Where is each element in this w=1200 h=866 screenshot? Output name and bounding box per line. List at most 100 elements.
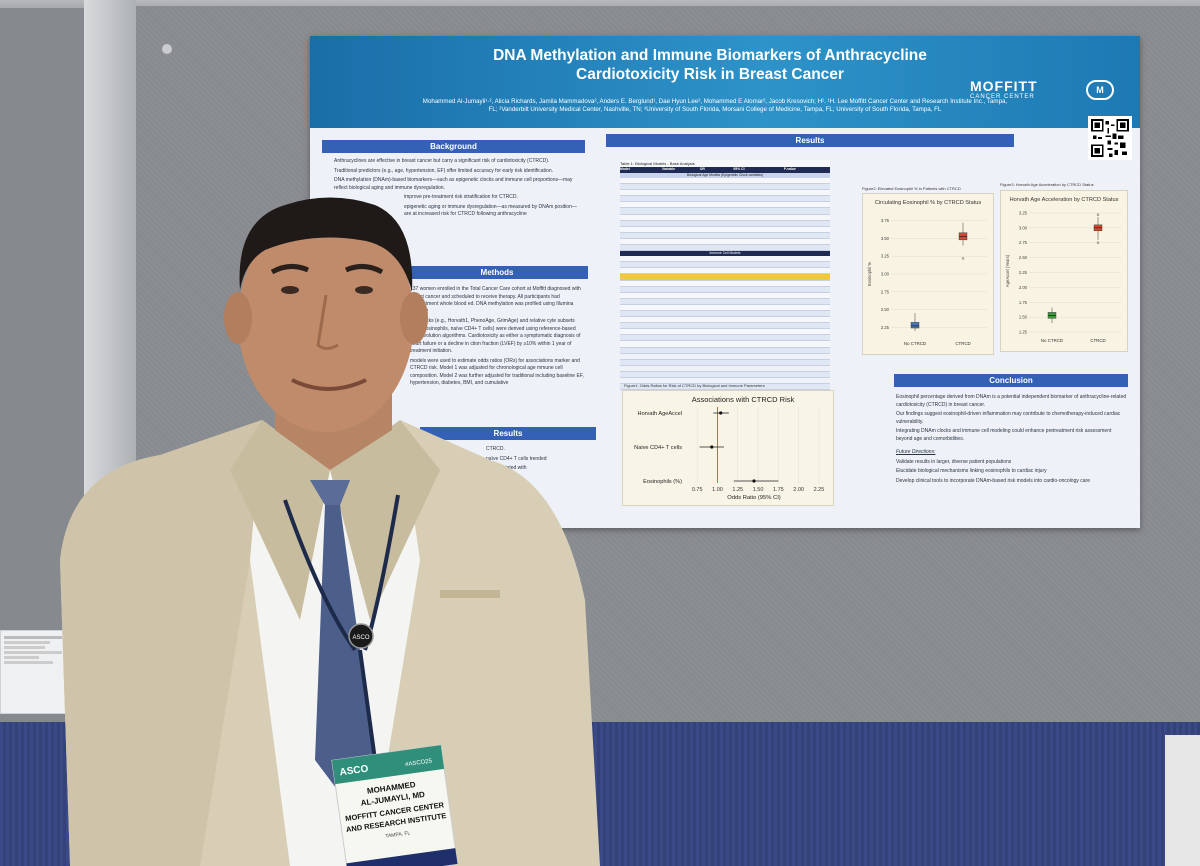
table-row <box>620 274 830 281</box>
background-point: improve pre-treatment risk stratificatio… <box>404 194 518 200</box>
necktie <box>310 480 375 800</box>
methods-point: age clocks (e.g., Horvath1, PhenoAge, Gr… <box>410 318 581 354</box>
methods-point: models were used to estimate odds ratios… <box>410 357 584 387</box>
x-tick-label: 0.75 <box>692 487 703 493</box>
table-row <box>620 366 830 372</box>
x-tick-label: 2.00 <box>793 487 804 493</box>
y-tick-label: 3.00 <box>881 272 890 277</box>
background-text: Anthracyclines are effective in breast c… <box>334 158 584 221</box>
y-tick-label: 1.25 <box>1019 330 1028 335</box>
poster-title: DNA Methylation and Immune Biomarkers of… <box>493 47 927 83</box>
y-tick-label: 2.25 <box>881 325 890 330</box>
brand-name: MOFFITT <box>970 78 1038 94</box>
asco-pin-icon <box>348 623 374 649</box>
or-point <box>752 479 756 483</box>
table-row <box>620 239 830 246</box>
table-row <box>620 371 830 378</box>
forest-plot: Associations with CTRCD Risk 0.75 1.00 1.25… <box>622 390 834 506</box>
table-header-cell: P-value <box>783 167 796 171</box>
y-axis-label: Eosinophil % <box>867 262 872 286</box>
presenter-hair <box>239 197 413 292</box>
table-row <box>620 293 830 299</box>
name-badge: ASCO #ASCO25 MOHAMMED AL-JUMAYLI, MD MOF… <box>331 744 459 866</box>
category-label: CTRCD <box>1090 338 1105 343</box>
table-row <box>620 359 830 366</box>
neighbor-panel <box>1165 735 1200 866</box>
presenter-face <box>238 208 414 432</box>
y-tick-label: 2.75 <box>1019 240 1028 245</box>
table-row <box>620 305 830 311</box>
table-row <box>620 178 830 185</box>
chart-title: Circulating Eosinophil % by CTRCD Status <box>875 200 982 206</box>
chart-background <box>1001 191 1127 351</box>
table-row <box>620 227 830 233</box>
or-point <box>719 411 723 415</box>
table-header-cell: 95% CI <box>733 167 745 171</box>
table-row <box>620 341 830 348</box>
brand-subtitle: CANCER CENTER <box>970 94 1035 100</box>
y-tick-label: 2.25 <box>1019 270 1028 275</box>
background-point: Anthracyclines are effective in breast c… <box>334 158 550 164</box>
x-tick-label: 1.25 <box>732 487 743 493</box>
category-label: Horvath AgeAccel <box>638 411 682 417</box>
table-header-cell: Model <box>620 167 630 171</box>
future-point: Develop clinical tools to incorporate DN… <box>896 477 1090 484</box>
horvath-box-plot: Horvath Age Acceleration by CTRCD Status… <box>1000 190 1128 352</box>
box <box>910 322 920 329</box>
y-tick-label: 2.00 <box>1019 285 1028 290</box>
figure-caption: Figure2: Elevated Eosinophil % in Patien… <box>862 186 961 191</box>
future-point: Elucidate biological mechanisms linking … <box>896 468 1047 474</box>
conclusion-text: Eosinophil percentage derived from DNAm … <box>896 394 1128 487</box>
table-row <box>620 256 830 263</box>
y-tick-label: 3.25 <box>1019 210 1028 215</box>
table-group-title: Immune Cell Models <box>620 251 830 257</box>
table-header-cell: OR <box>699 167 705 171</box>
figure-caption: Figure1: Odds Ratios for Risk of CTRCD b… <box>624 383 765 388</box>
conclusion-point: Our findings suggest eosinophil-driven i… <box>896 411 1121 425</box>
background-point: DNA methylation (DNAm)-based biomarkers—… <box>334 177 573 191</box>
table-body-immune <box>620 256 830 391</box>
table-row <box>620 354 830 360</box>
methods-text: 137 women enrolled in the Total Cancer C… <box>410 286 586 390</box>
table-row <box>620 281 830 287</box>
table-row <box>620 245 830 252</box>
table-row <box>620 378 830 385</box>
category-label: CTRCD <box>955 341 970 346</box>
table-row <box>620 215 830 221</box>
chart-title: Associations with CTRCD Risk <box>692 395 795 404</box>
outlier-point <box>1096 241 1100 244</box>
table-row <box>620 286 830 293</box>
section-header-methods: Methods <box>406 266 588 279</box>
table-row <box>620 335 830 342</box>
table-row <box>620 317 830 324</box>
y-tick-label: 2.50 <box>881 307 890 312</box>
section-header-background: Background <box>322 140 585 153</box>
x-tick-label: 2.25 <box>814 487 825 493</box>
badge-year: #ASCO25 <box>405 758 433 768</box>
table-row <box>620 347 830 354</box>
table-row <box>620 323 830 330</box>
category-label: No CTRCD <box>1041 338 1063 343</box>
table-row <box>620 196 830 203</box>
background-point: epigenetic aging or immune dysregulation… <box>404 203 577 218</box>
moffitt-logo: MOFFITT CANCER CENTER M <box>970 78 1120 104</box>
table-group-title: Biological Age Models (Epigenetic Clock … <box>620 173 830 178</box>
table-row <box>620 298 830 305</box>
y-tick-label: 1.50 <box>1019 315 1028 320</box>
poster-header <box>310 36 1140 128</box>
board-pin <box>162 44 172 54</box>
outlier-point <box>961 257 965 260</box>
table-row <box>620 232 830 239</box>
conclusion-point: Integrating DNAm clocks and immune cell … <box>896 428 1112 442</box>
pin-label: ASCO <box>352 635 369 641</box>
category-label: Eosinophils (%) <box>643 479 682 485</box>
eosinophil-box-plot: Circulating Eosinophil % by CTRCD Status… <box>862 193 994 355</box>
x-tick-label: 1.75 <box>773 487 784 493</box>
table-body-clocks <box>620 178 830 252</box>
poster-authors: Mohammed Al-Jumayli¹·², Alicia Richards,… <box>422 98 1008 113</box>
background-point: Traditional predictors (e.g., age, hyper… <box>334 167 553 174</box>
table-caption: Table 1: Biological Models - Base Analys… <box>620 161 695 166</box>
results-point: CTRCD. <box>486 446 505 452</box>
table-row <box>620 184 830 191</box>
